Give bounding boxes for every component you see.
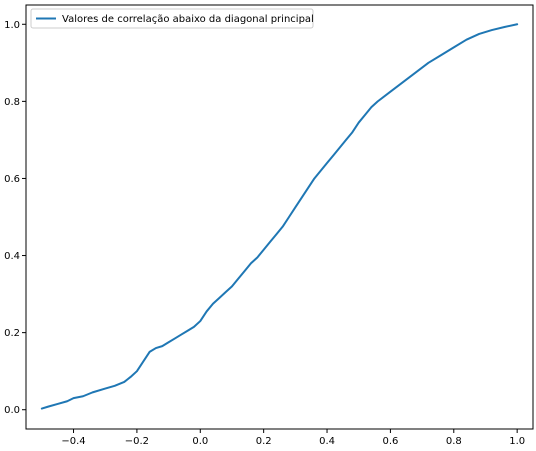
series-layer	[40, 23, 519, 410]
legend-box	[30, 8, 314, 29]
y-tick-label: 0.2	[4, 328, 20, 339]
y-tick-label: 0.0	[4, 405, 20, 416]
legend-label: Valores de correlação abaixo da diagonal…	[62, 14, 314, 25]
x-tick-label: 0.2	[256, 436, 272, 447]
x-tick-label: 1.0	[509, 436, 525, 447]
x-axis: −0.4 −0.2 0.0 0.2 0.4 0.6 0.8 1.0	[61, 429, 525, 447]
x-tick-label: −0.2	[125, 436, 149, 447]
y-tick-label: 1.0	[4, 20, 20, 31]
x-tick-label: 0.4	[319, 436, 335, 447]
legend: Valores de correlação abaixo da diagonal…	[30, 8, 314, 29]
x-tick-label: −0.4	[61, 436, 85, 447]
y-tick-label: 0.6	[4, 174, 20, 185]
x-tick-label: 0.6	[382, 436, 398, 447]
y-axis: 0.0 0.2 0.4 0.6 0.8 1.0	[4, 20, 26, 416]
series-line-0	[40, 23, 519, 410]
x-tick-label: 0.8	[446, 436, 462, 447]
x-tick-label: 0.0	[192, 436, 208, 447]
y-tick-label: 0.4	[4, 251, 20, 262]
y-tick-label: 0.8	[4, 97, 20, 108]
plot-area-frame	[25, 4, 534, 430]
